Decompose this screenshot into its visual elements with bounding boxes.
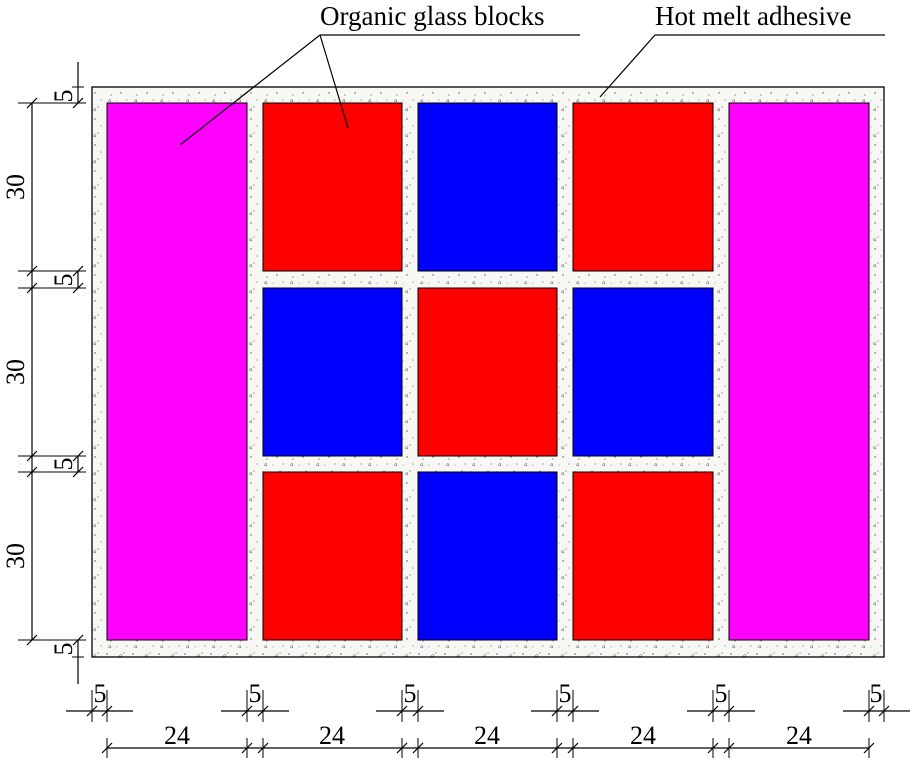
vertical-tick-right-3 — [72, 450, 84, 462]
horizontal-gap-tick-0-0 — [86, 705, 98, 717]
hdim-width-3: 24 — [474, 721, 500, 750]
horizontal-gap-tick-2-1 — [412, 705, 424, 717]
block-r2-c1 — [262, 287, 403, 457]
vertical-ticks — [18, 86, 86, 658]
horizontal-gap-tick-1-1 — [257, 705, 269, 717]
label-organic-glass: Organic glass blocks — [320, 1, 544, 31]
magenta-block-left — [106, 102, 248, 641]
block-r3-c3 — [572, 471, 714, 641]
block-r1-c3 — [572, 102, 714, 272]
hdim-width-2: 24 — [319, 721, 345, 750]
leader-organic-glass-1 — [179, 34, 321, 146]
hdim-width-1: 24 — [164, 721, 190, 750]
horizontal-width-tick-4 — [412, 742, 424, 754]
horizontal-gap-tick-5-0 — [863, 705, 875, 717]
horizontal-width-tick-1 — [241, 742, 253, 754]
vdim-gap-1: 5 — [49, 90, 78, 103]
vdim-gap-3: 5 — [49, 458, 78, 471]
horizontal-gap-tick-3-1 — [567, 705, 579, 717]
vertical-tick-right-0 — [72, 97, 84, 109]
hdim-gap-4: 5 — [559, 679, 572, 708]
horizontal-gap-tick-4-0 — [707, 705, 719, 717]
label-hot-melt: Hot melt adhesive — [655, 1, 851, 31]
horizontal-gap-tick-5-1 — [878, 705, 890, 717]
horizontal-gap-tick-4-1 — [723, 705, 735, 717]
block-r1-c2 — [417, 102, 558, 272]
vdim-gap-2: 5 — [49, 274, 78, 287]
horizontal-width-tick-6 — [567, 742, 579, 754]
vertical-tick-left-2 — [26, 282, 38, 294]
horizontal-gap-tick-1-0 — [241, 705, 253, 717]
vertical-tick-right-2 — [72, 282, 84, 294]
vertical-tick-left-1 — [26, 265, 38, 277]
callout-organic-glass: Organic glass blocks — [179, 1, 580, 146]
horizontal-width-tick-5 — [551, 742, 563, 754]
callout-hot-melt: Hot melt adhesive — [599, 1, 885, 98]
hdim-gap-1: 5 — [94, 679, 107, 708]
horizontal-width-tick-9 — [863, 742, 875, 754]
horizontal-gap-tick-2-0 — [396, 705, 408, 717]
vertical-tick-right-5 — [72, 634, 84, 646]
vertical-dimensions: 5 30 5 30 5 30 5 — [1, 62, 86, 684]
horizontal-width-tick-0 — [101, 742, 113, 754]
vdim-gap-4: 5 — [49, 643, 78, 656]
hdim-width-5: 24 — [786, 721, 812, 750]
vdim-block-1: 30 — [1, 174, 30, 200]
hdim-gap-5: 5 — [715, 679, 728, 708]
glass-blocks — [106, 102, 870, 641]
block-r3-c2 — [417, 471, 558, 641]
vdim-block-2: 30 — [1, 359, 30, 385]
vertical-tick-right-1 — [72, 265, 84, 277]
magenta-block-right — [728, 102, 870, 641]
vertical-tick-left-4 — [26, 466, 38, 478]
hdim-gap-3: 5 — [404, 679, 417, 708]
vertical-tick-left-5 — [26, 634, 38, 646]
vertical-tick-left-0 — [26, 97, 38, 109]
horizontal-width-tick-3 — [396, 742, 408, 754]
horizontal-gap-lines — [66, 690, 910, 722]
horizontal-dimensions: 5 5 5 5 5 5 24 24 24 24 24 — [66, 679, 910, 758]
hdim-gap-2: 5 — [249, 679, 262, 708]
block-r3-c1 — [262, 471, 403, 641]
horizontal-width-tick-7 — [707, 742, 719, 754]
leader-hot-melt — [599, 34, 656, 98]
horizontal-ticks — [101, 738, 875, 758]
vertical-tick-left-3 — [26, 450, 38, 462]
block-r1-c1 — [262, 102, 403, 272]
block-r2-c3 — [572, 287, 714, 457]
leader-organic-glass-2 — [319, 34, 349, 129]
vertical-tick-right-4 — [72, 466, 84, 478]
horizontal-width-tick-8 — [723, 742, 735, 754]
horizontal-width-tick-2 — [257, 742, 269, 754]
hdim-gap-6: 5 — [870, 679, 883, 708]
hdim-width-4: 24 — [630, 721, 656, 750]
vdim-block-3: 30 — [1, 543, 30, 569]
horizontal-gap-tick-3-0 — [551, 705, 563, 717]
horizontal-gap-tick-0-1 — [101, 705, 113, 717]
block-r2-c2 — [417, 287, 558, 457]
